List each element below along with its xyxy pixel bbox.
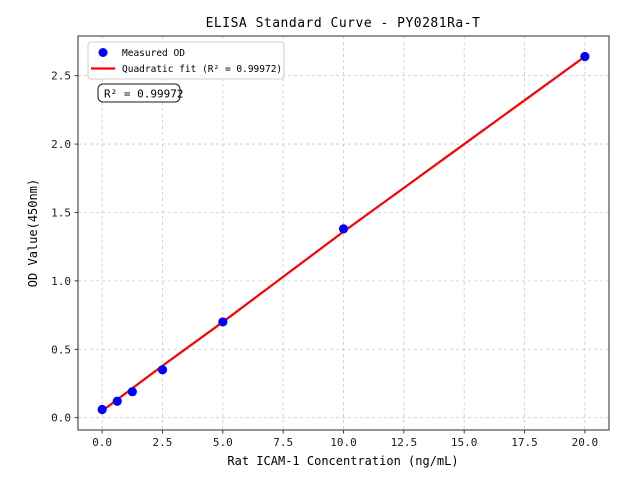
x-axis-label: Rat ICAM-1 Concentration (ng/mL): [227, 454, 458, 468]
plot-area-border: [77, 35, 610, 431]
legend: Measured OD Quadratic fit (R² = 0.99972): [87, 41, 285, 80]
data-point: [580, 51, 590, 62]
data-point: [97, 404, 107, 415]
y-tick-label: 1.5: [51, 206, 71, 219]
y-tick-label: 1.0: [51, 275, 71, 288]
x-tick-label: 0.0: [92, 436, 112, 449]
x-tick-labels: 0.0 2.5 5.0 7.5 10.0 12.5 15.0 17.5 20.0: [92, 436, 598, 449]
legend-box: [87, 41, 285, 80]
r-squared-annotation: R² = 0.99972: [97, 83, 183, 103]
legend-label-measured-od: Measured OD: [122, 48, 185, 59]
legend-scatter-marker-icon: [98, 48, 108, 57]
data-point: [157, 365, 168, 375]
measured-od-points: [97, 51, 590, 415]
axis-tick-marks: [74, 75, 586, 434]
x-tick-label: 12.5: [391, 436, 418, 449]
data-point: [112, 396, 122, 406]
y-tick-label: 2.5: [51, 70, 71, 83]
y-tick-label: 2.0: [51, 138, 71, 151]
x-tick-label: 2.5: [153, 436, 173, 449]
y-tick-label: 0.5: [51, 343, 71, 356]
x-tick-label: 10.0: [330, 436, 357, 449]
y-tick-labels: 0.0 0.5 1.0 1.5 2.0 2.5: [51, 70, 71, 425]
r-squared-annotation-box: [97, 83, 181, 103]
r-squared-annotation-text: R² = 0.99972: [104, 88, 183, 101]
legend-label-quadratic-fit: Quadratic fit (R² = 0.99972): [122, 64, 282, 75]
x-tick-label: 17.5: [511, 436, 538, 449]
gridlines: [78, 36, 609, 430]
data-point: [338, 224, 349, 234]
y-axis-label: OD Value(450nm): [26, 179, 40, 287]
x-tick-label: 7.5: [273, 436, 293, 449]
data-point: [127, 387, 137, 397]
x-tick-label: 20.0: [572, 436, 599, 449]
x-tick-label: 5.0: [213, 436, 233, 449]
y-tick-label: 0.0: [51, 412, 71, 425]
x-tick-label: 15.0: [451, 436, 478, 449]
chart-title: ELISA Standard Curve - PY0281Ra-T: [206, 16, 481, 31]
data-point: [218, 317, 228, 327]
